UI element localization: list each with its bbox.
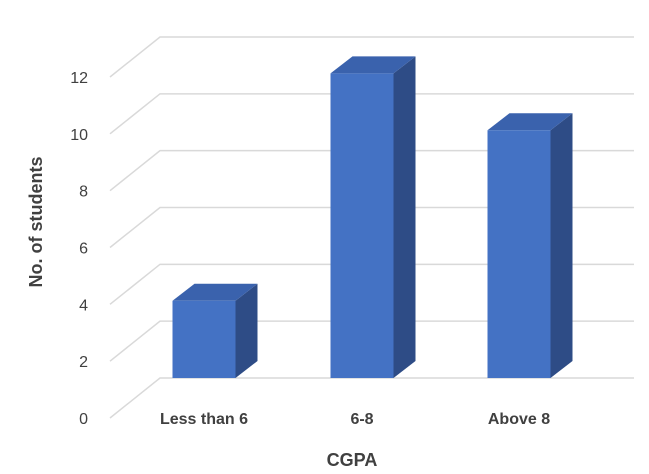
gridline bbox=[109, 320, 634, 362]
bar bbox=[330, 73, 394, 379]
bars-layer bbox=[172, 56, 573, 379]
x-tick-label: Less than 6 bbox=[160, 411, 248, 428]
bar-side bbox=[235, 283, 258, 378]
y-tick-label: 2 bbox=[79, 354, 88, 371]
gridline bbox=[109, 206, 634, 249]
bar-side bbox=[393, 56, 416, 379]
y-tick-labels: 0 2 4 6 8 10 12 bbox=[70, 70, 88, 428]
y-tick-label: 8 bbox=[79, 184, 88, 201]
x-tick-label: Above 8 bbox=[488, 411, 550, 428]
bar-top bbox=[172, 283, 258, 301]
x-tick-labels: Less than 6 6-8 Above 8 bbox=[160, 411, 550, 428]
bar-side bbox=[550, 113, 573, 378]
bar-top bbox=[487, 113, 573, 131]
y-axis-title: No. of students bbox=[26, 157, 46, 288]
bar-top bbox=[330, 56, 416, 74]
gridline bbox=[109, 36, 634, 78]
gridline bbox=[109, 93, 634, 135]
gridline bbox=[109, 377, 634, 419]
x-axis-title: CGPA bbox=[327, 450, 378, 470]
y-tick-label: 12 bbox=[70, 70, 88, 87]
gridline bbox=[109, 149, 634, 192]
y-tick-label: 6 bbox=[79, 241, 88, 258]
gridline bbox=[109, 263, 634, 305]
y-tick-label: 4 bbox=[79, 297, 88, 314]
y-tick-label: 10 bbox=[70, 127, 88, 144]
bar bbox=[487, 130, 551, 378]
grid-layer bbox=[109, 36, 634, 419]
y-tick-label: 0 bbox=[79, 411, 88, 428]
x-tick-label: 6-8 bbox=[350, 411, 373, 428]
bar bbox=[172, 300, 236, 378]
